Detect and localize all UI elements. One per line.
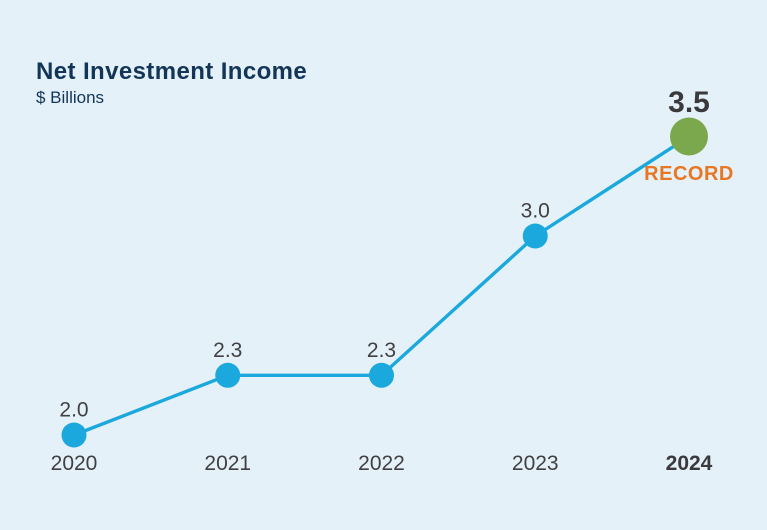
value-label-2021: 2.3 <box>213 339 242 362</box>
data-point-2023 <box>522 223 548 249</box>
x-axis-label-2021: 2021 <box>204 452 251 475</box>
x-axis-label-2024: 2024 <box>666 452 713 475</box>
chart-title: Net Investment Income <box>36 58 308 85</box>
data-point-2024 <box>670 117 708 156</box>
value-label-2022: 2.3 <box>367 339 396 362</box>
data-point-2020 <box>61 422 87 448</box>
x-axis-label-2022: 2022 <box>358 452 405 475</box>
value-label-2020: 2.0 <box>59 399 88 422</box>
value-label-2023: 3.0 <box>521 200 550 223</box>
chart-subtitle: $ Billions <box>36 88 105 107</box>
record-label: RECORD <box>644 163 734 185</box>
x-axis-label-2023: 2023 <box>512 452 559 475</box>
data-point-2022 <box>369 362 394 388</box>
data-point-2021 <box>215 362 241 388</box>
x-axis-label-2020: 2020 <box>51 452 98 475</box>
trend-line <box>72 134 691 437</box>
value-label-2024: 3.5 <box>668 86 710 119</box>
